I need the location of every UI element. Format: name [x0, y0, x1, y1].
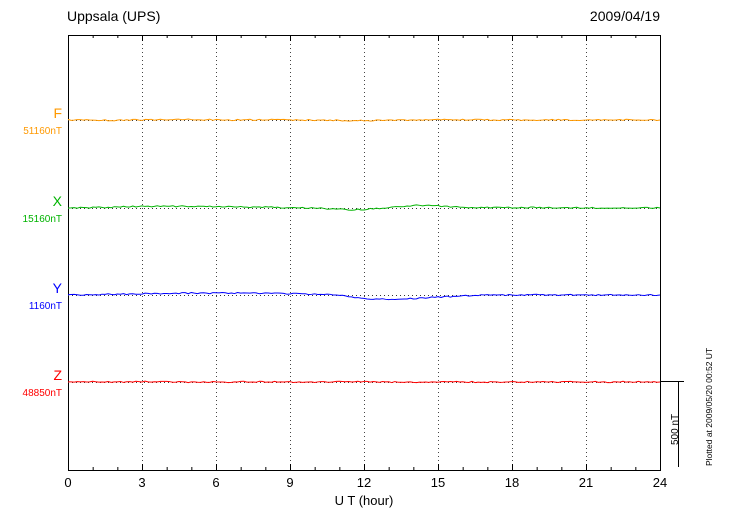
trace-Z	[67, 380, 661, 384]
x-tick-label: 6	[212, 475, 220, 490]
series-baseline-value-X: 15160nT	[22, 214, 62, 225]
trace-Y	[67, 291, 661, 301]
series-name-Y: Y	[52, 280, 62, 296]
series-name-X: X	[52, 193, 62, 209]
x-tick-label: 3	[138, 475, 146, 490]
x-tick-label: 12	[356, 475, 372, 490]
series-baseline-value-Z: 48850nT	[22, 388, 62, 399]
x-tick-label: 15	[430, 475, 446, 490]
plotted-at-label: Plotted at 2009/05/20 00:52 UT	[704, 347, 714, 466]
x-tick-label: 18	[504, 475, 520, 490]
scale-bar-label: 500 nT	[670, 413, 681, 445]
series-baseline-value-F: 51160nT	[23, 126, 62, 137]
x-tick-label: 9	[286, 475, 294, 490]
series-baseline-value-Y: 1160nT	[28, 301, 62, 312]
x-tick-label: 21	[578, 475, 594, 490]
series-name-Z: Z	[53, 367, 62, 383]
trace-F	[67, 118, 661, 122]
x-axis-label: U T (hour)	[334, 493, 394, 508]
series-name-F: F	[53, 105, 62, 121]
x-tick-label: 24	[652, 475, 668, 490]
trace-X	[67, 204, 661, 211]
station-title: Uppsala (UPS)	[67, 8, 161, 24]
date-label: 2009/04/19	[589, 8, 660, 24]
x-tick-label: 0	[64, 475, 72, 490]
